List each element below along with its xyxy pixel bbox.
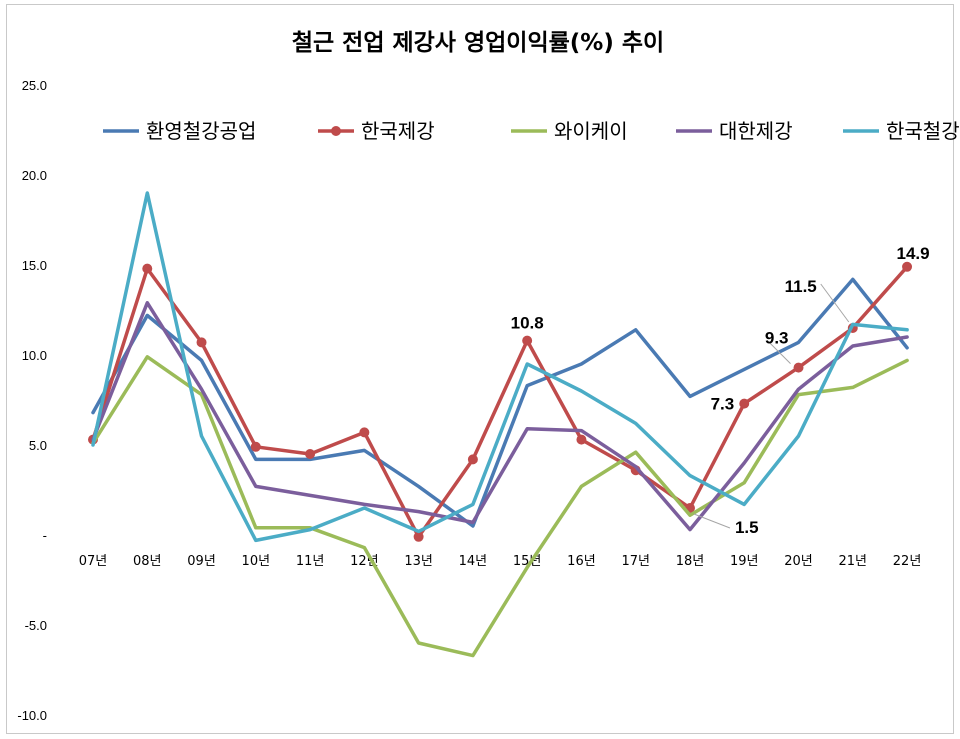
legend-item-한국철강: 한국철강	[843, 119, 960, 143]
y-tick-label: -5.0	[25, 618, 47, 633]
y-tick-label: 15.0	[22, 258, 47, 273]
x-tick-label: 17년	[621, 554, 650, 569]
x-tick-label: 22년	[893, 554, 922, 569]
legend-marker	[331, 126, 341, 136]
series-line	[91, 301, 909, 532]
legend: 환영철강공업 한국제강 와이케이 대한제강 한국철강	[103, 119, 960, 143]
y-tick-label: 10.0	[22, 348, 47, 363]
data-label: 14.9	[897, 244, 930, 263]
x-tick-label: 21년	[839, 554, 868, 569]
legend-label: 대한제강	[719, 119, 793, 143]
data-label: 10.8	[511, 314, 544, 333]
legend-item-환영철강공업: 환영철강공업	[103, 119, 256, 143]
x-tick-label: 19년	[730, 554, 759, 569]
data-point	[196, 337, 207, 348]
data-point	[467, 454, 478, 465]
label-leader-line	[693, 513, 731, 529]
series-line	[91, 265, 909, 539]
legend-label: 환영철강공업	[146, 119, 256, 143]
x-tick-label: 20년	[784, 554, 813, 569]
data-point	[576, 434, 587, 445]
chart-title: 철근 전업 제강사 영업이익률(%) 추이	[292, 30, 664, 56]
data-point	[739, 398, 750, 409]
label-leader-line	[768, 341, 791, 364]
data-point	[142, 263, 153, 274]
legend-item-대한제강: 대한제강	[676, 119, 793, 143]
x-tick-label: 07년	[79, 554, 108, 569]
legend-label: 한국제강	[361, 119, 435, 143]
y-tick-label: 25.0	[22, 78, 47, 93]
legend-item-와이케이: 와이케이	[511, 119, 628, 143]
data-label: 11.5	[785, 277, 817, 296]
data-labels: 10.8 1.5 7.3 9.3 11.5 14.9	[511, 244, 930, 537]
y-axis: 25.0 20.0 15.0 10.0 5.0 - -5.0 -10.0	[17, 78, 47, 723]
data-point	[522, 335, 533, 346]
series-대한제강	[91, 301, 909, 532]
data-point	[359, 427, 370, 438]
data-point	[413, 531, 424, 542]
data-label: 1.5	[735, 518, 759, 537]
y-tick-label: 5.0	[29, 438, 47, 453]
series-와이케이	[91, 355, 909, 658]
x-tick-label: 09년	[187, 554, 216, 569]
y-tick-label: -	[43, 528, 47, 543]
x-tick-label: 14년	[459, 554, 488, 569]
data-point	[902, 261, 913, 272]
data-label: 9.3	[765, 329, 789, 348]
x-tick-label: 08년	[133, 554, 162, 569]
label-leader-line	[820, 283, 850, 323]
series-한국제강	[88, 261, 913, 542]
data-label: 7.3	[711, 395, 735, 414]
x-tick-label: 13년	[404, 554, 433, 569]
y-tick-label: 20.0	[22, 168, 47, 183]
x-tick-label: 18년	[676, 554, 705, 569]
series-line	[91, 277, 909, 528]
x-tick-label: 11년	[296, 554, 325, 569]
x-tick-label: 10년	[242, 554, 271, 569]
legend-label: 한국철강	[886, 119, 960, 143]
series-환영철강공업	[91, 277, 909, 528]
legend-item-한국제강: 한국제강	[318, 119, 435, 143]
data-point	[250, 441, 261, 452]
data-point	[305, 449, 316, 459]
x-axis: 07년 08년 09년 10년 11년 12년 13년 14년 15년 16년 17년 18년 19년 2…	[79, 554, 922, 569]
data-point	[793, 362, 804, 373]
legend-label: 와이케이	[554, 119, 628, 143]
series-한국철강	[91, 191, 909, 543]
series-line	[91, 191, 909, 543]
series-layer	[88, 191, 913, 658]
y-tick-label: -10.0	[17, 708, 47, 723]
x-tick-label: 16년	[567, 554, 596, 569]
series-line	[91, 355, 909, 658]
